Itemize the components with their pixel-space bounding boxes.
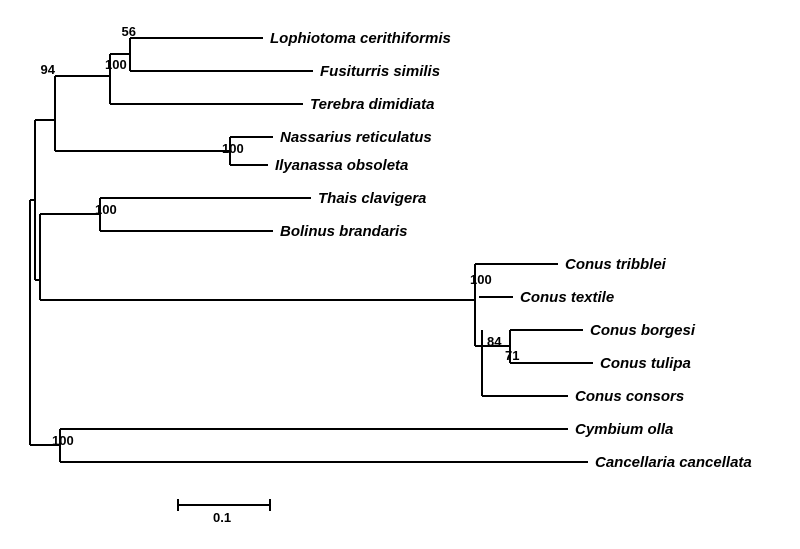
taxon-cymbium: Cymbium olla [575,421,673,438]
taxon-cconsors: Conus consors [575,388,684,405]
support-n_84: 84 [487,334,502,349]
support-n_100c: 100 [95,202,117,217]
taxon-ilyanassa: Ilyanassa obsoleta [275,157,408,174]
support-n_94: 94 [41,62,56,77]
taxon-ctulipa: Conus tulipa [600,355,691,372]
taxon-cborgesi: Conus borgesi [590,322,696,339]
support-n_56: 56 [122,24,136,39]
support-n_100d: 100 [52,433,74,448]
phylogenetic-tree: Lophiotoma cerithiformis Fusiturris simil… [0,0,800,549]
support-n_100b: 100 [222,141,244,156]
taxon-lophiotoma: Lophiotoma cerithiformis [270,30,451,47]
taxon-ctribblei: Conus tribblei [565,256,667,273]
taxon-thais: Thais clavigera [318,190,426,207]
support-n_71: 71 [505,348,519,363]
taxon-ctextile: Conus textile [520,289,614,306]
support-n_conus_top: 100 [470,272,492,287]
taxon-cancellaria: Cancellaria cancellata [595,454,752,471]
taxon-nassarius: Nassarius reticulatus [280,129,432,146]
taxon-terebra: Terebra dimidiata [310,96,434,113]
support-n_100a: 100 [105,57,127,72]
taxon-fusiturris: Fusiturris similis [320,63,440,80]
scale-bar-label: 0.1 [213,510,231,525]
taxon-bolinus: Bolinus brandaris [280,223,408,240]
